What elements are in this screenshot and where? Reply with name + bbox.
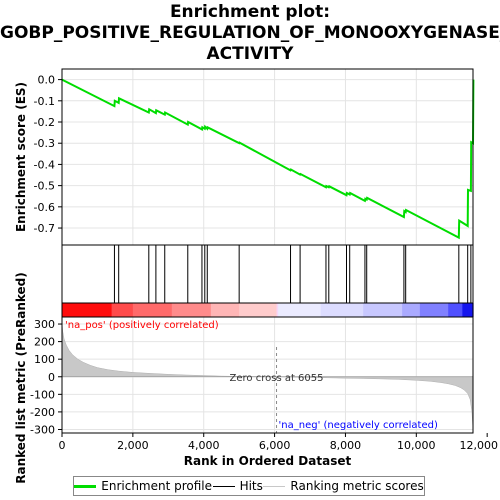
xtick-label: 2,000 [117,439,149,452]
pos-correlated-label: 'na_pos' (positively correlated) [65,320,219,331]
es-ylabel: Enrichment score (ES) [14,82,28,232]
xtick-label: 0 [59,439,66,452]
chart-title-line-3: ACTIVITY [206,44,294,64]
es-ytick-label: -0.1 [34,95,55,108]
metric-ytick-label: -200 [30,406,55,419]
es-ytick-label: -0.2 [34,116,55,129]
x-axis-label: Rank in Ordered Dataset [184,454,352,468]
es-ytick-label: -0.5 [34,180,55,193]
xtick-label: 6,000 [259,439,291,452]
metric-ytick-label: -100 [30,388,55,401]
colorbar-segment [111,303,134,317]
metric-ytick-label: -300 [30,423,55,436]
colorbar-segment [171,303,212,317]
es-ytick-label: -0.3 [34,137,55,150]
xtick-label: 4,000 [188,439,220,452]
colorbar-segment [363,303,403,317]
chart-legend: Enrichment profile Hits Ranking metric s… [73,476,425,496]
legend-swatch-green-line [74,484,97,488]
xtick-label: 12,000 [460,439,499,452]
xtick-label: 10,000 [397,439,436,452]
chart-title-line-1: Enrichment plot: [169,2,331,22]
metric-ylabel: Ranked list metric (PreRanked) [14,272,28,484]
colorbar-segment [448,303,463,317]
colorbar-segment [210,303,240,317]
legend-item-ranking-metric: Ranking metric scores [263,479,424,493]
colorbar-segment [320,303,364,317]
hits-panel [61,244,474,304]
metric-ytick-label: 300 [34,318,55,331]
colorbar-segment [239,303,278,317]
legend-label-hits: Hits [239,479,263,493]
legend-item-enrichment-profile: Enrichment profile [74,479,212,493]
es-ytick-label: 0.0 [38,74,56,87]
metric-ytick-label: 100 [34,353,55,366]
es-ytick-label: -0.7 [34,222,55,235]
colorbar-segment [278,303,322,317]
es-ytick-label: -0.6 [34,201,55,214]
metric-frame [61,316,474,434]
es-profile-line [61,78,475,240]
colorbar-segment [419,303,449,317]
metric-ytick-label: 0 [48,371,55,384]
legend-label-ranking-metric: Ranking metric scores [290,479,424,493]
chart-title-line-2: GOBP_POSITIVE_REGULATION_OF_MONOOXYGENAS… [0,23,500,43]
colorbar-segment [62,303,113,317]
neg-correlated-label: 'na_neg' (negatively correlated) [279,420,438,431]
colorbar-segment [132,303,173,317]
legend-label-enrichment-profile: Enrichment profile [101,479,213,493]
colorbar-segment [462,303,474,317]
zero-cross-label: Zero cross at 6055 [230,373,324,384]
legend-item-hits: Hits [212,479,263,493]
es-ytick-label: -0.4 [34,158,55,171]
colorbar-segment [402,303,421,317]
metric-ytick-label: 200 [34,336,55,349]
xtick-label: 8,000 [330,439,362,452]
colorbar-segment [276,303,279,317]
legend-swatch-black-line [212,485,235,487]
legend-swatch-gray-line [263,485,286,487]
